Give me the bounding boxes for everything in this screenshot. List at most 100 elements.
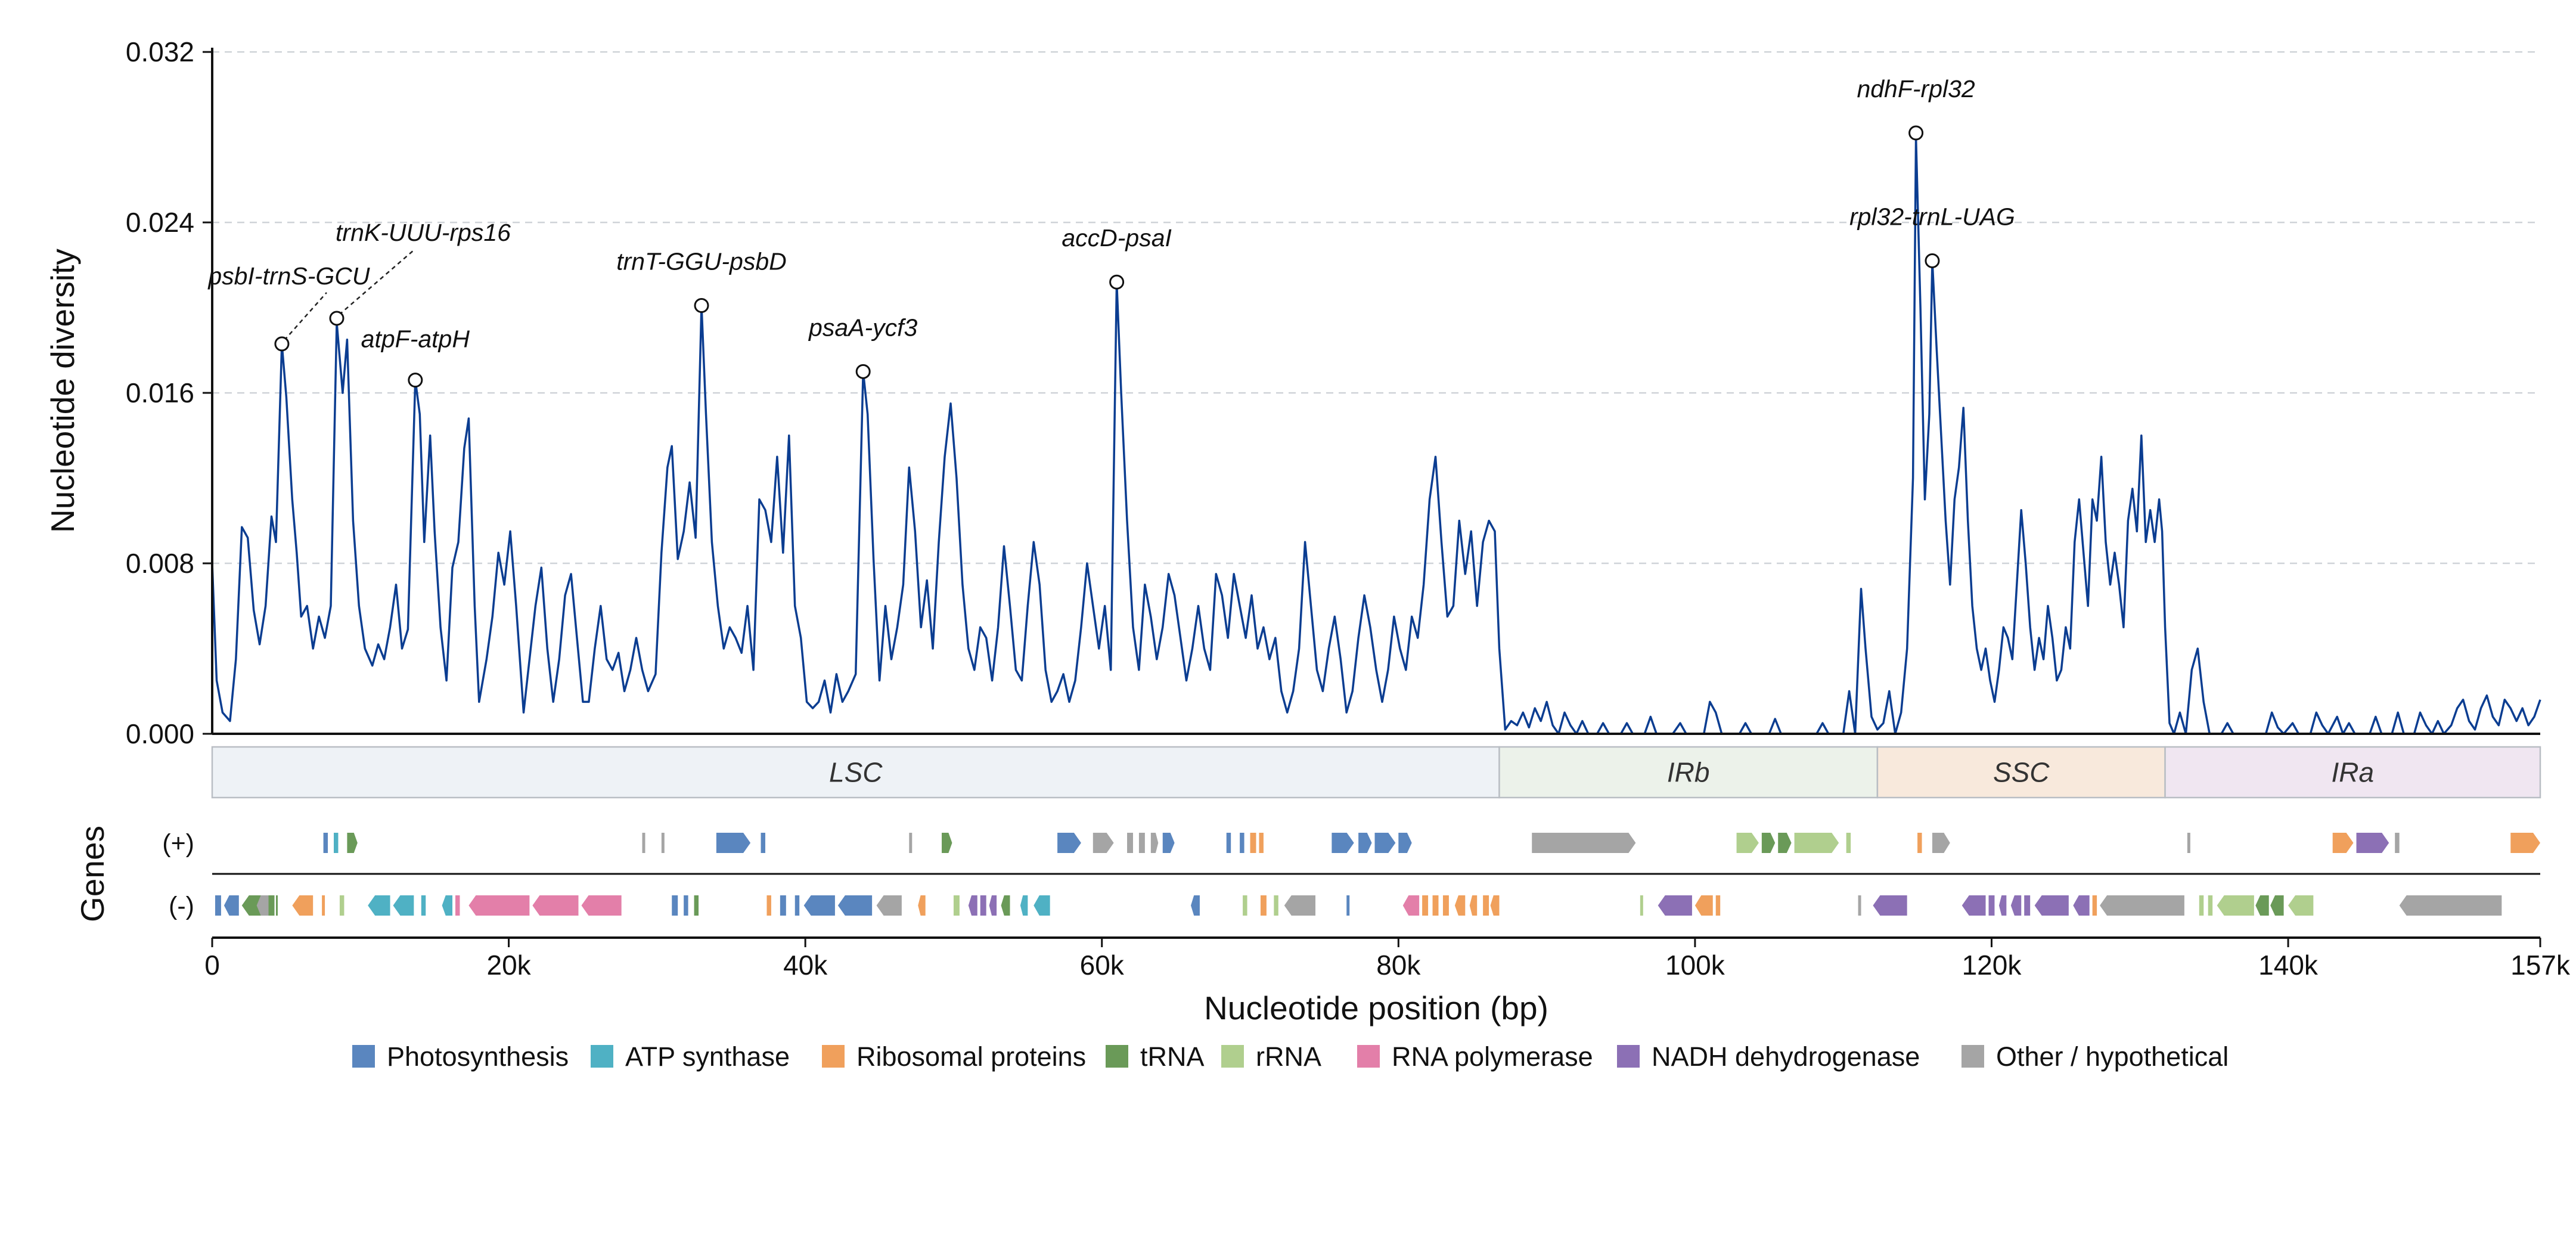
legend-label: Ribosomal proteins	[856, 1041, 1086, 1072]
region-block-ssc	[1876, 746, 2166, 799]
gene-arrow	[322, 895, 325, 916]
gene-arrow	[215, 895, 221, 916]
gene-arrow	[1962, 895, 1986, 916]
gene-arrow	[1778, 833, 1792, 853]
strand-minus-label: (-)	[169, 892, 194, 920]
gene-arrow	[1398, 833, 1412, 853]
genome-region-bar: LSC IRb SSC IRa	[211, 746, 2541, 799]
diversity-series	[211, 136, 2541, 735]
x-axis: 0 20k 40k 60k 80k 100k 120k 140k 157k	[204, 936, 2571, 981]
gene-arrow	[334, 833, 339, 853]
legend-label: rRNA	[1256, 1041, 1321, 1072]
legend-label: tRNA	[1140, 1041, 1205, 1072]
gene-arrow	[1736, 833, 1759, 853]
region-block-ira	[2164, 746, 2541, 799]
gene-arrow	[1274, 895, 1278, 916]
gene-arrow	[1284, 895, 1315, 916]
region-label: SSC	[1993, 757, 2050, 788]
gene-arrow	[2024, 895, 2031, 916]
y-tick-label: 0.016	[126, 377, 194, 408]
region-label: LSC	[829, 757, 883, 788]
gene-arrow	[2510, 833, 2540, 853]
gene-arrow	[2332, 833, 2354, 853]
x-tick-label: 40k	[783, 950, 828, 981]
gene-arrow	[1001, 895, 1010, 916]
gene-arrow	[1057, 833, 1081, 853]
gene-arrow	[837, 895, 873, 916]
gene-arrow	[1020, 895, 1028, 916]
gene-arrow	[672, 895, 678, 916]
y-axis-title: Nucleotide diversity	[44, 249, 81, 533]
x-tick-label: 0	[204, 950, 220, 981]
gene-arrow	[1150, 833, 1159, 853]
gene-arrow	[581, 895, 622, 916]
gene-arrow	[2395, 833, 2400, 853]
gene-arrow	[942, 833, 952, 853]
annotation-leader	[339, 249, 416, 315]
gene-arrow	[1332, 833, 1354, 853]
gene-arrow	[1259, 833, 1264, 853]
gene-arrow	[968, 895, 977, 916]
gene-arrow	[980, 895, 986, 916]
y-tick-label: 0.008	[126, 548, 194, 579]
gene-arrow	[1226, 833, 1231, 853]
gene-arrow	[256, 895, 269, 916]
x-tick-label: 60k	[1080, 950, 1125, 981]
genes-axis-title: Genes	[74, 826, 111, 922]
gene-arrow	[1490, 895, 1500, 916]
y-tick-label: 0.032	[126, 36, 194, 67]
legend-swatch	[1221, 1045, 1244, 1068]
gene-arrow	[1715, 895, 1721, 916]
gene-arrow	[323, 833, 328, 853]
gene-arrow	[1454, 895, 1466, 916]
gene-arrow	[1138, 833, 1145, 853]
x-tick-label: 140k	[2258, 950, 2319, 981]
gene-arrow	[224, 895, 239, 916]
gene-arrow	[1033, 895, 1050, 916]
peak-marker	[274, 336, 290, 352]
gene-arrow	[455, 895, 460, 916]
gene-arrow	[918, 895, 926, 916]
gene-arrow	[347, 833, 358, 853]
peak-marker	[329, 311, 344, 326]
legend-swatch	[1106, 1045, 1128, 1068]
gene-arrow	[1240, 833, 1244, 853]
peak-label: psbI-trnS-GCU	[207, 262, 370, 290]
peak-marker	[1109, 274, 1125, 290]
gene-arrow	[339, 895, 344, 916]
legend-swatch	[822, 1045, 845, 1068]
gene-arrow	[1998, 895, 2007, 916]
x-tick-label: 120k	[1962, 950, 2022, 981]
gene-arrow	[1346, 895, 1350, 916]
legend-swatch	[1357, 1045, 1380, 1068]
legend-label: ATP synthase	[625, 1041, 790, 1072]
gene-arrow	[953, 895, 960, 916]
gene-arrow	[1422, 895, 1429, 916]
legend-swatch	[1962, 1045, 1984, 1068]
gene-arrow	[1846, 833, 1851, 853]
gene-arrow	[989, 895, 997, 916]
region-label: IRa	[2331, 757, 2374, 788]
gene-arrow	[1093, 833, 1114, 853]
gene-arrow	[803, 895, 835, 916]
gene-arrow	[1402, 895, 1420, 916]
gene-arrow	[468, 895, 530, 916]
gene-arrow	[2288, 895, 2314, 916]
gene-arrow	[1469, 895, 1478, 916]
legend-label: NADH dehydrogenase	[1652, 1041, 1920, 1072]
gene-arrow	[2208, 895, 2213, 916]
gene-arrow	[2073, 895, 2090, 916]
peak-annotations: psbI-trnS-GCU trnK-UUU-rps16 atpF-atpH trnT…	[207, 75, 2015, 388]
peak-label: accD-psaI	[1062, 224, 1172, 252]
x-tick-label: 157k	[2510, 950, 2571, 981]
legend: Photosynthesis ATP synthase Ribosomal prot…	[352, 1041, 2229, 1072]
gene-arrow	[2034, 895, 2069, 916]
gene-arrow	[368, 895, 390, 916]
axes	[211, 48, 2540, 735]
gene-arrow	[2199, 895, 2204, 916]
peak-label: ndhF-rpl32	[1857, 75, 1975, 103]
gene-arrow	[421, 895, 426, 916]
gene-arrow	[794, 895, 800, 916]
